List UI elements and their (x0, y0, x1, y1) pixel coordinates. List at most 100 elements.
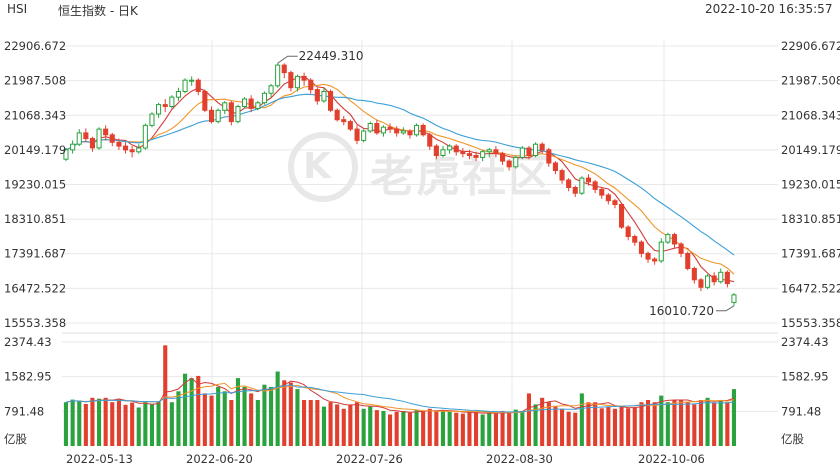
volume-bar[interactable] (646, 400, 651, 446)
volume-bar[interactable] (196, 375, 201, 446)
candle-down[interactable] (308, 79, 314, 91)
candle-up[interactable] (731, 294, 737, 303)
candle-up[interactable] (519, 147, 525, 158)
volume-bar[interactable] (63, 402, 68, 446)
volume-bar[interactable] (579, 393, 584, 446)
candle-down[interactable] (387, 126, 393, 130)
candle-down[interactable] (638, 241, 645, 254)
candle-down[interactable] (123, 145, 129, 151)
volume-bar[interactable] (480, 414, 485, 447)
volume-bar[interactable] (222, 391, 227, 446)
volume-bar[interactable] (355, 402, 360, 446)
candle-down[interactable] (427, 134, 433, 147)
candle-up[interactable] (76, 132, 82, 145)
candle-down[interactable] (453, 145, 459, 153)
volume-bar[interactable] (235, 378, 240, 446)
volume-bar[interactable] (116, 398, 121, 446)
volume-bar[interactable] (705, 397, 710, 446)
volume-bar[interactable] (130, 402, 135, 446)
candle-up[interactable] (255, 102, 261, 110)
volume-bar[interactable] (374, 410, 379, 446)
volume-bar[interactable] (526, 393, 531, 446)
candle-down[interactable] (539, 143, 545, 151)
candle-up[interactable] (480, 151, 486, 158)
candle-down[interactable] (652, 258, 658, 262)
volume-bar[interactable] (361, 408, 366, 446)
volume-bar[interactable] (546, 402, 551, 446)
volume-bar[interactable] (348, 404, 353, 446)
volume-bar[interactable] (447, 411, 452, 446)
volume-bar[interactable] (731, 389, 736, 446)
volume-bar[interactable] (679, 400, 684, 446)
volume-bar[interactable] (421, 411, 426, 446)
candle-down[interactable] (347, 121, 353, 130)
volume-bar[interactable] (282, 380, 287, 446)
candle-down[interactable] (592, 181, 598, 190)
candle-down[interactable] (407, 130, 413, 136)
candle-up[interactable] (718, 271, 724, 283)
candle-up[interactable] (440, 149, 446, 157)
candle-down[interactable] (645, 252, 651, 260)
volume-bar[interactable] (77, 401, 82, 446)
candle-down[interactable] (724, 271, 730, 285)
volume-bar[interactable] (487, 412, 492, 446)
candle-down[interactable] (466, 153, 472, 157)
candle-up[interactable] (447, 145, 453, 151)
candle-up[interactable] (367, 123, 373, 132)
candle-down[interactable] (506, 160, 512, 168)
candle-down[interactable] (559, 170, 565, 181)
volume-bar[interactable] (619, 406, 624, 446)
volume-bar[interactable] (401, 411, 406, 446)
candle-down[interactable] (394, 128, 400, 134)
candle-down[interactable] (288, 72, 294, 89)
candle-up[interactable] (142, 124, 148, 149)
volume-bar[interactable] (659, 395, 664, 446)
volume-bar[interactable] (97, 398, 102, 446)
volume-bar[interactable] (427, 408, 432, 446)
volume-bar[interactable] (315, 400, 320, 446)
volume-bar[interactable] (540, 397, 545, 446)
candle-up[interactable] (235, 106, 241, 123)
volume-bar[interactable] (308, 400, 313, 446)
candle-down[interactable] (334, 109, 340, 121)
volume-bar[interactable] (612, 408, 617, 446)
candle-down[interactable] (109, 134, 115, 143)
candle-down[interactable] (116, 141, 122, 147)
candle-up[interactable] (242, 98, 248, 107)
volume-bar[interactable] (321, 406, 326, 446)
volume-bar[interactable] (440, 411, 445, 446)
volume-bar[interactable] (394, 411, 399, 446)
candle-down[interactable] (619, 204, 625, 228)
volume-bar[interactable] (632, 407, 637, 447)
candle-down[interactable] (83, 132, 89, 140)
candle-down[interactable] (341, 119, 347, 123)
candle-down[interactable] (632, 236, 638, 243)
volume-bar[interactable] (176, 391, 181, 446)
volume-bar[interactable] (110, 402, 115, 446)
volume-bar[interactable] (202, 393, 207, 446)
candle-up[interactable] (414, 124, 420, 136)
volume-bar[interactable] (553, 406, 558, 446)
volume-bar[interactable] (434, 411, 439, 446)
candle-down[interactable] (420, 124, 426, 136)
candle-down[interactable] (314, 89, 320, 102)
candle-down[interactable] (585, 177, 592, 183)
volume-bar[interactable] (586, 402, 591, 446)
candle-up[interactable] (63, 149, 69, 160)
volume-bar[interactable] (262, 384, 267, 446)
candle-up[interactable] (169, 96, 175, 107)
volume-bar[interactable] (626, 408, 631, 446)
candle-down[interactable] (599, 188, 605, 196)
candle-down[interactable] (354, 128, 360, 141)
candle-down[interactable] (248, 98, 254, 109)
volume-bar[interactable] (493, 413, 498, 446)
volume-bar[interactable] (123, 404, 128, 446)
volume-bar[interactable] (692, 404, 697, 446)
volume-bar[interactable] (725, 402, 730, 446)
volume-bar[interactable] (533, 404, 538, 446)
candle-down[interactable] (526, 147, 532, 156)
candle-up[interactable] (156, 104, 162, 115)
candle-up[interactable] (579, 177, 585, 194)
volume-bar[interactable] (163, 345, 168, 446)
